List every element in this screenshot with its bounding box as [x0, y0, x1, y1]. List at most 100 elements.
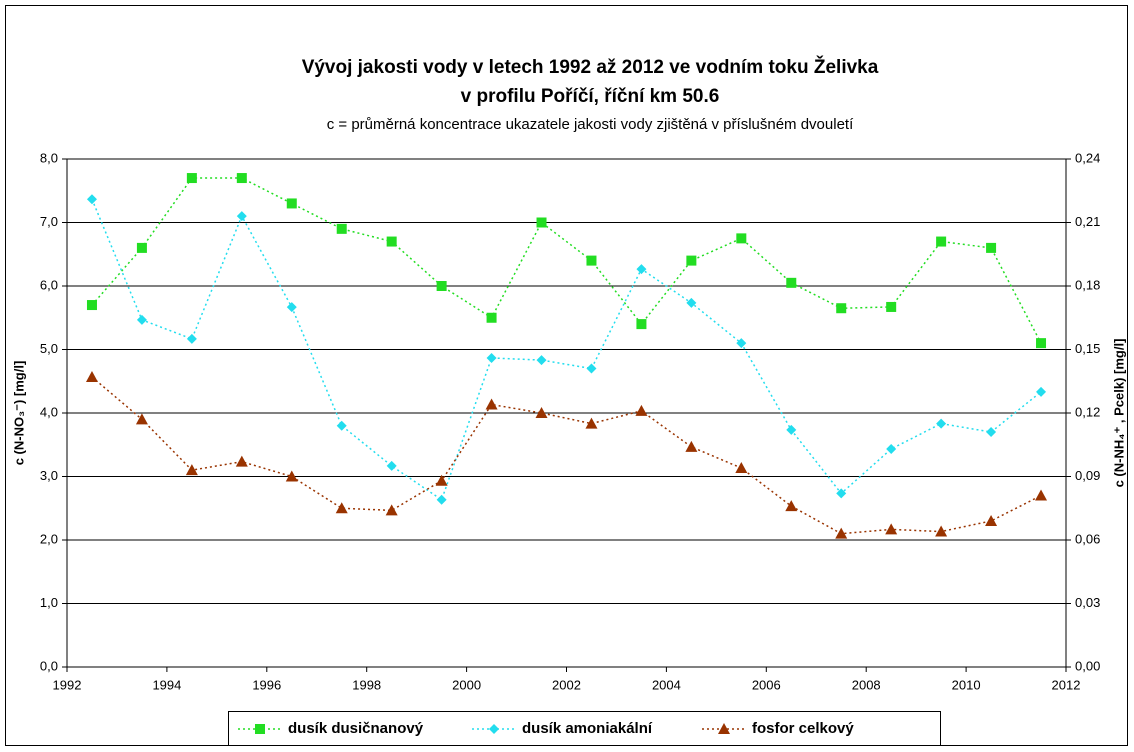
marker — [735, 462, 748, 474]
marker — [485, 398, 498, 410]
x-tick-label: 1996 — [252, 677, 281, 692]
x-tick-label: 1992 — [53, 677, 82, 692]
marker — [136, 242, 147, 253]
marker — [335, 502, 348, 514]
marker — [486, 312, 497, 323]
y-tick-label: 0,0 — [40, 658, 58, 673]
marker — [835, 527, 848, 539]
y2-tick-label: 0,06 — [1075, 531, 1100, 546]
y-tick-label: 3,0 — [40, 468, 58, 483]
series-line — [91, 177, 1042, 344]
marker — [636, 264, 647, 275]
marker — [685, 440, 698, 452]
x-tick-label: 2008 — [852, 677, 881, 692]
marker — [936, 236, 947, 247]
marker — [586, 363, 597, 374]
marker — [986, 242, 997, 253]
marker — [535, 407, 548, 418]
marker — [636, 319, 647, 330]
marker — [935, 525, 948, 537]
legend-marker — [718, 723, 730, 734]
x-tick-label: 2004 — [652, 677, 681, 692]
marker — [86, 300, 97, 311]
x-tick-label: 2002 — [552, 677, 581, 692]
y2-tick-label: 0,03 — [1075, 595, 1100, 610]
marker — [435, 474, 448, 486]
marker — [186, 333, 197, 344]
marker — [286, 302, 297, 313]
marker — [686, 297, 697, 308]
marker — [885, 523, 898, 535]
chart-title: v profilu Poříčí, říční km 50.6 — [461, 86, 720, 107]
marker — [836, 488, 847, 499]
marker — [236, 173, 247, 184]
marker — [386, 236, 397, 247]
marker — [85, 371, 98, 383]
chart-title: Vývoj jakosti vody v letech 1992 až 2012… — [302, 56, 879, 78]
y2-tick-label: 0,09 — [1075, 468, 1100, 483]
y-tick-label: 6,0 — [40, 277, 58, 292]
legend-box — [228, 711, 941, 746]
marker — [436, 494, 447, 505]
marker — [736, 233, 747, 244]
legend-marker — [255, 724, 265, 734]
y-tick-label: 8,0 — [40, 150, 58, 165]
x-tick-label: 1994 — [152, 677, 181, 692]
y2-tick-label: 0,21 — [1075, 214, 1100, 229]
legend-label: dusík dusičnanový — [288, 720, 424, 737]
marker — [86, 194, 97, 205]
marker — [986, 427, 997, 438]
marker — [235, 455, 248, 467]
marker — [836, 303, 847, 314]
x-tick-label: 2012 — [1052, 677, 1081, 692]
marker — [1035, 489, 1048, 501]
marker — [1036, 386, 1047, 397]
y-tick-label: 2,0 — [40, 531, 58, 546]
y-axis-label: c (N-NO₃⁻) [mg/l] — [11, 361, 26, 466]
marker — [186, 173, 197, 184]
marker — [336, 420, 347, 431]
marker — [336, 223, 347, 234]
y-tick-label: 1,0 — [40, 595, 58, 610]
y2-axis-label: c (N-NH₄⁺ , Pcelk) [mg/l] — [1111, 339, 1126, 488]
marker — [1036, 338, 1047, 349]
y2-tick-label: 0,12 — [1075, 404, 1100, 419]
marker — [886, 443, 897, 454]
x-tick-label: 1998 — [352, 677, 381, 692]
legend-label: dusík amoniakální — [522, 720, 653, 737]
marker — [936, 418, 947, 429]
marker — [185, 464, 198, 476]
marker — [286, 198, 297, 209]
series-line — [91, 376, 1042, 535]
marker — [135, 413, 148, 425]
marker — [886, 301, 897, 312]
marker — [586, 255, 597, 266]
marker — [436, 281, 447, 291]
legend-marker — [489, 724, 499, 734]
series-line — [91, 198, 1042, 501]
x-tick-label: 2000 — [452, 677, 481, 692]
marker — [736, 338, 747, 349]
marker — [785, 500, 798, 512]
marker — [686, 255, 697, 266]
chart-subtitle: c = průměrná koncentrace ukazatele jakos… — [327, 116, 854, 133]
marker — [585, 417, 598, 429]
y2-tick-label: 0,24 — [1075, 150, 1100, 165]
marker — [285, 470, 298, 482]
marker — [786, 277, 797, 288]
y-tick-label: 4,0 — [40, 404, 58, 419]
marker — [236, 211, 247, 222]
marker — [486, 352, 497, 363]
marker — [386, 460, 397, 471]
marker — [385, 504, 398, 516]
y2-tick-label: 0,15 — [1075, 341, 1100, 356]
x-tick-label: 2010 — [952, 677, 981, 692]
marker — [136, 314, 147, 325]
marker — [635, 404, 648, 416]
legend-label: fosfor celkový — [752, 720, 854, 737]
marker — [786, 424, 797, 435]
marker — [536, 355, 547, 366]
marker — [985, 514, 998, 526]
y-tick-label: 7,0 — [40, 214, 58, 229]
